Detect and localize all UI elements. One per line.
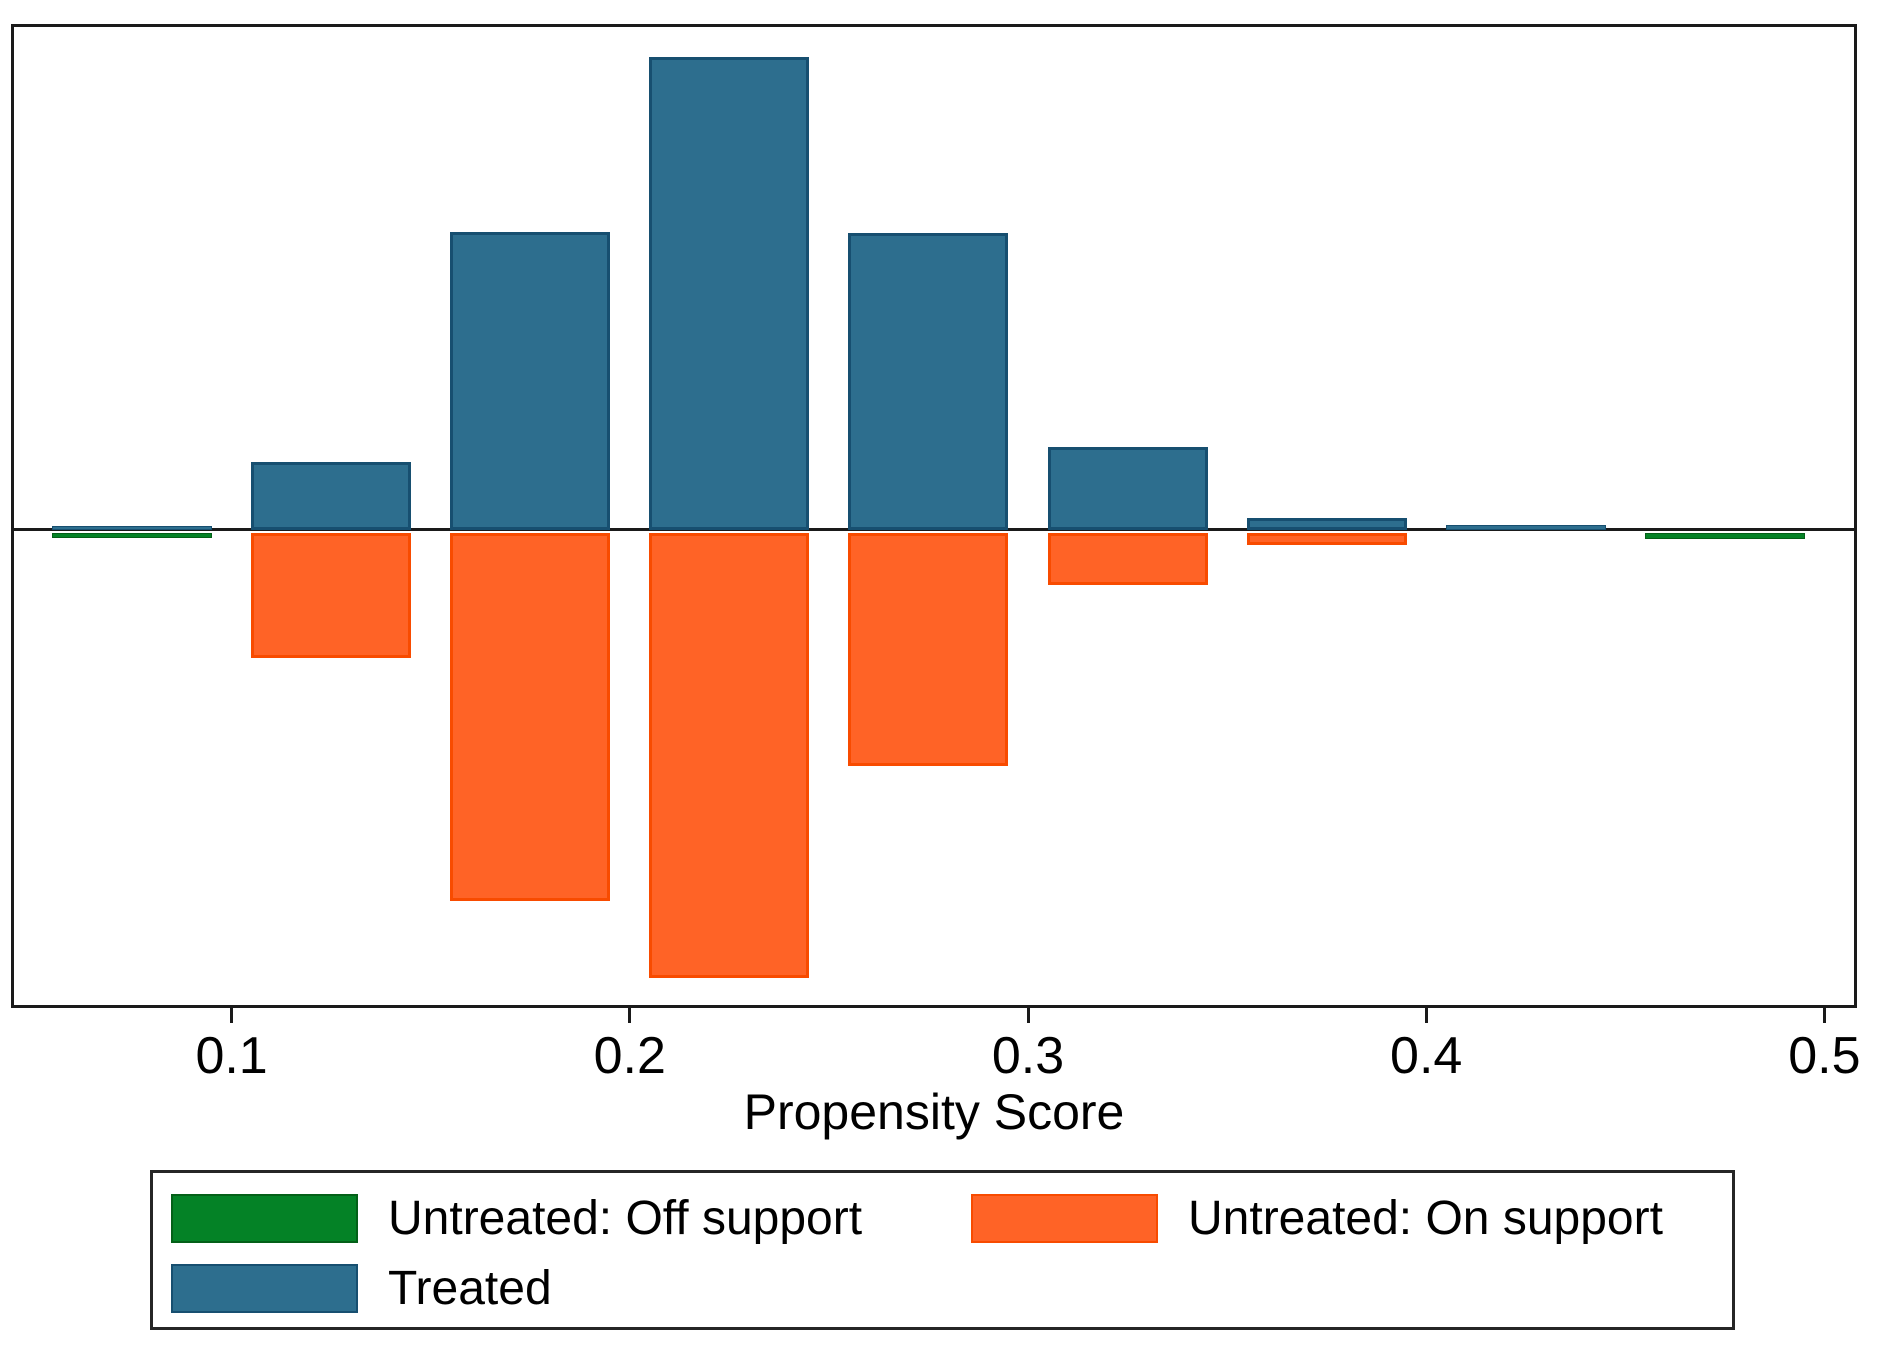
legend-swatch <box>971 1194 1158 1243</box>
x-tick-label-0.3: 0.3 <box>991 1027 1065 1085</box>
legend-label: Untreated: On support <box>1188 1192 1663 1245</box>
histogram-bar-untreated-off-support-bin0 <box>52 533 213 538</box>
x-tick-0.4 <box>1424 1008 1428 1023</box>
histogram-bar-treated-bin1 <box>251 462 412 530</box>
legend-label: Treated <box>388 1262 552 1315</box>
legend: Untreated: Off support Untreated: On supp… <box>150 1170 1735 1330</box>
x-tick-0.5 <box>1822 1008 1826 1023</box>
histogram-bar-untreated-on-support-bin3 <box>649 533 810 978</box>
legend-item-untreated-off-support: Untreated: Off support <box>171 1191 862 1246</box>
x-tick-label-0.5: 0.5 <box>1788 1027 1861 1085</box>
histogram-bar-treated-bin4 <box>848 233 1009 530</box>
histogram-bar-treated-bin2 <box>450 232 611 530</box>
legend-swatch <box>171 1264 358 1313</box>
plot-area <box>11 24 1857 1008</box>
histogram-bar-untreated-on-support-bin1 <box>251 533 412 658</box>
legend-label: Untreated: Off support <box>388 1192 863 1245</box>
legend-item-treated: Treated <box>171 1261 552 1316</box>
x-tick-0.3 <box>1026 1008 1030 1023</box>
histogram-bar-untreated-on-support-bin5 <box>1047 533 1208 585</box>
histogram-bar-treated-bin0 <box>52 526 213 530</box>
histogram-bar-treated-bin5 <box>1047 447 1208 530</box>
x-tick-label-0.4: 0.4 <box>1390 1027 1463 1085</box>
histogram-bar-treated-bin3 <box>649 57 810 530</box>
histogram-bar-untreated-on-support-bin4 <box>848 533 1009 766</box>
x-tick-label-0.2: 0.2 <box>593 1027 666 1085</box>
x-axis-title: Propensity Score <box>743 1084 1125 1140</box>
legend-swatch <box>171 1194 358 1243</box>
x-tick-label-0.1: 0.1 <box>195 1027 268 1085</box>
legend-item-untreated-on-support: Untreated: On support <box>971 1191 1663 1246</box>
histogram-bar-treated-bin6 <box>1246 518 1407 530</box>
histogram-bar-untreated-on-support-bin6 <box>1246 533 1407 545</box>
histogram-bar-untreated-off-support-bin8 <box>1644 533 1805 539</box>
histogram-bar-untreated-on-support-bin2 <box>450 533 611 901</box>
x-tick-0.1 <box>230 1008 234 1023</box>
histogram-bar-treated-bin7 <box>1445 525 1606 530</box>
x-tick-0.2 <box>628 1008 632 1023</box>
